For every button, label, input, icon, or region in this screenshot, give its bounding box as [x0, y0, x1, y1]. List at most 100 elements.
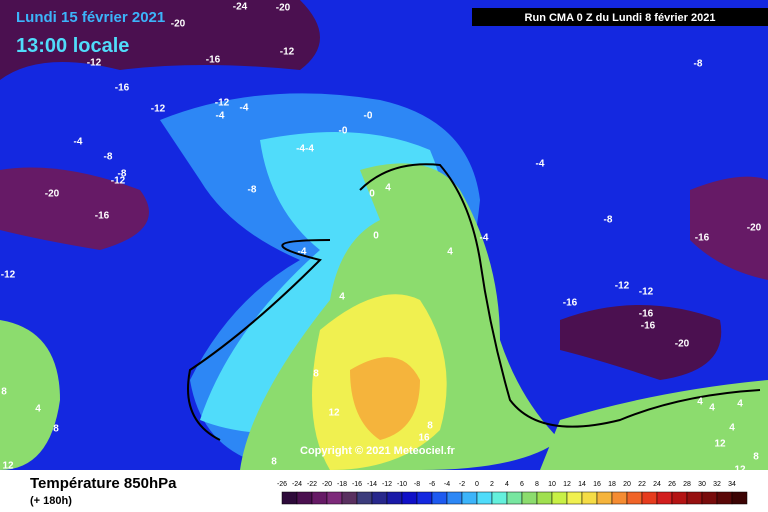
footer: [0, 470, 768, 512]
scale-label: -26: [277, 481, 287, 488]
date: Lundi 15 février 2021: [16, 9, 165, 26]
contour-label: -16: [206, 55, 221, 66]
cold-pool: [0, 167, 149, 250]
scale-label: 0: [475, 481, 479, 488]
contour-label: -12: [87, 58, 102, 69]
scale-label: 12: [563, 481, 571, 488]
scale-label: 8: [535, 481, 539, 488]
scale-label: 28: [683, 481, 691, 488]
contour-label: 4: [729, 423, 735, 434]
footer-lead: (+ 180h): [30, 495, 72, 507]
scale-label: 4: [505, 481, 509, 488]
contour-label: -8: [604, 215, 613, 226]
contour-label: -20: [171, 19, 186, 30]
contour-label: -12: [280, 47, 295, 58]
contour-label: -8: [248, 185, 257, 196]
contour-label: 0: [373, 231, 379, 242]
contour-label: 4: [339, 292, 345, 303]
contour-label: 12: [328, 408, 340, 419]
contour-label: -8: [118, 169, 127, 180]
scale-label: 14: [578, 481, 586, 488]
scale-swatch: [731, 491, 748, 505]
scale-swatch: [566, 491, 583, 505]
contour-label: 4: [709, 403, 715, 414]
contour-label: 4: [385, 183, 391, 194]
warm-zone: [540, 380, 768, 470]
warm-zone: [0, 320, 60, 470]
contour-label: -12: [215, 98, 230, 109]
cold-pool: [690, 176, 768, 280]
contour-label: -16: [641, 321, 656, 332]
contour-label: 4: [697, 397, 703, 408]
contour-label: 4: [447, 247, 453, 258]
contour-label: -12: [639, 287, 654, 298]
scale-label: 10: [548, 481, 556, 488]
cold-pool: [560, 305, 722, 380]
contour-label: -4: [298, 247, 307, 258]
contour-label: -8: [104, 152, 113, 163]
run-info: Run CMA 0 Z du Lundi 8 février 2021: [525, 12, 716, 24]
contour-label: -12: [151, 104, 166, 115]
contour-label: -4: [216, 111, 225, 122]
scale-swatch: [611, 491, 628, 505]
contour-label: -0: [364, 111, 373, 122]
run-box: [472, 8, 768, 26]
scale-swatch: [491, 491, 508, 505]
scale-swatch: [686, 491, 703, 505]
scale-label: 16: [593, 481, 601, 488]
footer-title: Température 850hPa: [30, 475, 177, 492]
contour-label: -12: [1, 270, 16, 281]
copyright: Copyright © 2021 Meteociel.fr: [300, 445, 456, 457]
contour-label: 12: [714, 439, 726, 450]
contour-label: -16: [115, 83, 130, 94]
contour-zero: [187, 239, 331, 441]
contour-label: -16: [95, 211, 110, 222]
contour-label: -4: [240, 103, 249, 114]
contour-label: 8: [1, 387, 7, 398]
contour-label: 8: [53, 424, 59, 435]
scale-label: 34: [728, 481, 736, 488]
time: 13:00 locale: [16, 35, 129, 57]
scale-swatch: [476, 491, 493, 505]
scale-swatch: [371, 491, 388, 505]
scale-swatch: [626, 491, 643, 505]
contour-label: -8: [694, 59, 703, 70]
scale-label: 26: [668, 481, 676, 488]
scale-swatch: [356, 491, 373, 505]
contour-label: -4: [480, 233, 489, 244]
contour-label: 8: [427, 421, 433, 432]
scale-swatch: [641, 491, 658, 505]
contour-label: -4: [536, 159, 545, 170]
scale-label: -12: [382, 481, 392, 488]
scale-swatch: [296, 491, 313, 505]
contour-label: -0: [339, 126, 348, 137]
scale-swatch: [341, 491, 358, 505]
contour-label: -12: [615, 281, 630, 292]
scale-swatch: [551, 491, 568, 505]
contour-label: 8: [753, 452, 759, 463]
scale-label: 6: [520, 481, 524, 488]
contour-label: -20: [675, 339, 690, 350]
contour-label: 12: [2, 461, 14, 472]
scale-label: -14: [367, 481, 377, 488]
scale-swatch: [281, 491, 298, 505]
scale-swatch: [401, 491, 418, 505]
scale-swatch: [581, 491, 598, 505]
scale-label: 20: [623, 481, 631, 488]
contour-label: -20: [747, 223, 762, 234]
scale-swatch: [461, 491, 478, 505]
contour-label: -20: [45, 189, 60, 200]
warm-zone: [350, 357, 420, 440]
contour-label: -24: [233, 2, 248, 13]
scale-label: 22: [638, 481, 646, 488]
contour-label: 8: [313, 369, 319, 380]
contour-label: -4: [74, 137, 83, 148]
contour-label: -16: [563, 298, 578, 309]
cold-pool: [0, 0, 320, 80]
contour-label: 12: [734, 465, 746, 476]
scale-label: -18: [337, 481, 347, 488]
contour-label: 0: [369, 189, 375, 200]
contour-label: 4: [737, 399, 743, 410]
scale-label: 32: [713, 481, 721, 488]
